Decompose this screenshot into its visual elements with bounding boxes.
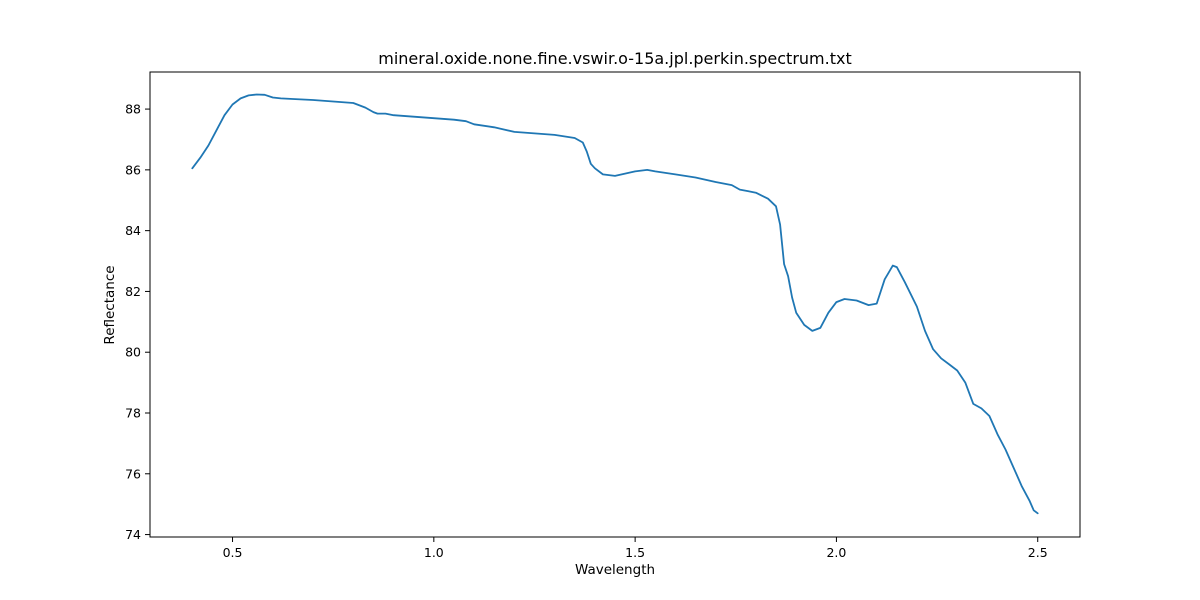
y-tick-label: 76 xyxy=(125,466,141,481)
x-axis-ticks: 0.5 1.0 1.5 2.0 2.5 xyxy=(223,537,1048,560)
x-axis-label: Wavelength xyxy=(575,562,655,578)
x-tick-label: 2.0 xyxy=(826,545,846,560)
chart-title: mineral.oxide.none.fine.vswir.o-15a.jpl.… xyxy=(378,49,851,68)
x-tick-label: 2.5 xyxy=(1028,545,1048,560)
x-tick-label: 1.0 xyxy=(424,545,444,560)
axes-frame xyxy=(149,71,1081,538)
y-tick-label: 82 xyxy=(125,284,141,299)
y-tick-label: 80 xyxy=(125,345,141,360)
y-tick-label: 74 xyxy=(125,527,141,542)
y-tick-label: 78 xyxy=(125,406,141,421)
x-tick-label: 1.5 xyxy=(625,545,645,560)
y-tick-label: 88 xyxy=(125,102,141,117)
x-tick-label: 0.5 xyxy=(223,545,243,560)
y-tick-label: 86 xyxy=(125,162,141,177)
spectrum-line xyxy=(191,93,1039,515)
y-tick-label: 84 xyxy=(125,223,141,238)
series-layer xyxy=(191,93,1039,515)
plot-area: 0.5 1.0 1.5 2.0 2.5 74 76 78 80 82 84 86 88 xyxy=(125,71,1081,560)
y-axis-ticks: 74 76 78 80 82 84 86 88 xyxy=(125,102,150,542)
y-axis-label: Reflectance xyxy=(102,265,118,344)
